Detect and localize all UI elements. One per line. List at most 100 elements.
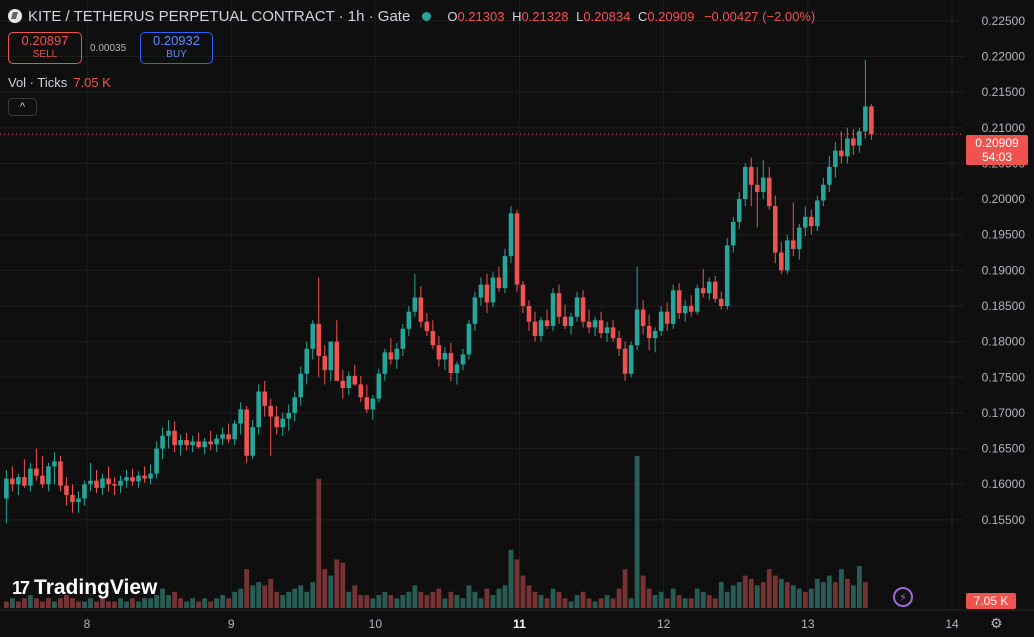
candle-body <box>610 327 616 339</box>
volume-bar <box>76 601 81 608</box>
volume-bar <box>358 595 364 608</box>
candle-body <box>226 434 231 440</box>
close-label: C <box>637 8 648 24</box>
grid <box>0 0 1034 611</box>
candle-body <box>839 150 844 157</box>
candle-body <box>406 311 412 329</box>
volume-bar <box>322 569 328 608</box>
volume-bar <box>15 601 21 608</box>
volume-bar <box>556 591 562 608</box>
volume-bar <box>562 598 568 608</box>
volume-bar <box>568 601 574 608</box>
volume-bar <box>22 598 27 608</box>
candle-body <box>232 423 237 440</box>
symbol-title[interactable]: KITE / TETHERUS PERPETUAL CONTRACT · 1h … <box>28 7 411 25</box>
candle-body <box>16 477 21 485</box>
volume-bar <box>466 585 472 608</box>
candle-body <box>803 216 808 228</box>
volume-bar <box>604 595 610 608</box>
gear-icon[interactable]: ⚙ <box>990 615 1003 631</box>
candle-body <box>574 297 580 317</box>
volume-bar <box>502 585 508 608</box>
volume-bar <box>766 569 772 608</box>
volume-bar <box>394 598 400 608</box>
volume-bar <box>742 575 748 608</box>
candle-body <box>388 352 394 360</box>
candle-body <box>88 480 93 485</box>
candle-body <box>346 375 352 388</box>
candle-body <box>688 306 694 312</box>
sell-button[interactable]: 0.20897 SELL <box>8 32 82 64</box>
price-tick-label: 0.16500 <box>982 442 1026 456</box>
candle-body <box>809 216 814 227</box>
volume-bar <box>178 598 183 608</box>
candle-body <box>280 418 285 428</box>
time-axis[interactable]: 8 9 10 11 12 13 14 <box>84 617 959 631</box>
candle-body <box>478 284 484 298</box>
volume-bar <box>772 575 778 608</box>
volume-bar <box>640 575 646 608</box>
candle-body <box>154 448 159 474</box>
candle-body <box>112 484 117 486</box>
candle-body <box>815 200 820 227</box>
candle-body <box>466 323 472 355</box>
volume-bar <box>106 601 111 608</box>
candle-body <box>298 373 304 398</box>
volume-bar <box>598 598 604 608</box>
volume-bar <box>838 569 844 608</box>
close-value: 0.20909 <box>647 8 695 24</box>
candle-body <box>58 461 63 486</box>
volume-bar <box>286 591 292 608</box>
price-tick-label: 0.22500 <box>982 14 1026 28</box>
volume-bar <box>472 591 478 608</box>
volume-bar <box>310 582 316 608</box>
volume-bar <box>778 578 784 608</box>
volume-bar <box>382 591 388 608</box>
candle-body <box>634 309 640 346</box>
time-tick-label: 12 <box>657 617 671 631</box>
candle-body <box>598 320 604 334</box>
candle-body <box>4 478 9 499</box>
candle-body <box>304 348 310 374</box>
candle-body <box>742 166 748 200</box>
candle-body <box>833 150 838 167</box>
volume-bar <box>124 601 129 608</box>
candle-body <box>857 131 862 146</box>
candle-body <box>424 321 430 331</box>
volume-bar <box>112 601 117 608</box>
volume-bar <box>574 595 580 608</box>
candle-body <box>46 466 51 485</box>
collapse-legend-button[interactable]: ^ <box>8 98 37 116</box>
volume-bar <box>196 601 202 608</box>
volume-bar <box>148 598 153 608</box>
candle-body <box>184 440 189 446</box>
volume-bar <box>718 582 724 608</box>
kite-logo-icon <box>8 9 22 23</box>
volume-bar <box>160 588 165 608</box>
volume-bar <box>34 598 39 608</box>
lightning-icon[interactable]: ⚡ <box>893 587 913 607</box>
volume-bar <box>538 595 544 608</box>
volume-bar <box>244 569 250 608</box>
candle-body <box>76 498 81 503</box>
volume-legend[interactable]: Vol · Ticks 7.05 K <box>8 75 111 90</box>
price-axis[interactable]: 0.15500 0.16000 0.16500 0.17000 0.17500 0.180… <box>982 14 1026 527</box>
open-label: O <box>447 8 458 24</box>
buy-button[interactable]: 0.20932 BUY <box>140 32 213 64</box>
candle-body <box>142 475 147 479</box>
volume-bar <box>40 601 45 608</box>
volume-bar <box>208 601 214 608</box>
candle-body <box>448 353 454 374</box>
volume-bar <box>454 595 460 608</box>
tradingview-logo[interactable]: 17 TradingView <box>12 576 157 600</box>
candle-body <box>94 480 99 488</box>
volume-bar <box>730 585 736 608</box>
candle-body <box>82 484 87 499</box>
volume-bar <box>418 591 424 608</box>
volume-bar <box>484 588 490 608</box>
volume-bar <box>664 598 670 608</box>
candle-body <box>172 430 177 446</box>
candle-body <box>490 277 496 303</box>
open-value: 0.21303 <box>457 8 505 24</box>
